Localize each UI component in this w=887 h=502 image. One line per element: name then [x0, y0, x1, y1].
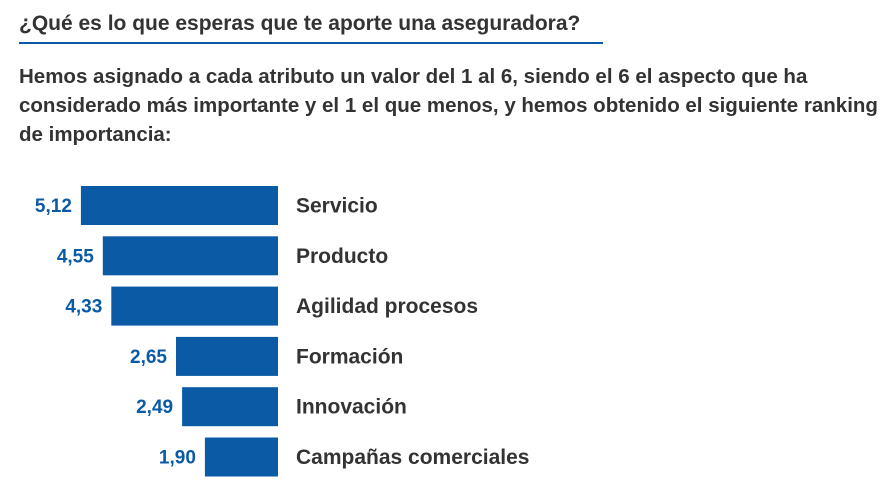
value-label-3: 4,33: [65, 297, 102, 318]
intro-paragraph: Hemos asignado a cada atributo un valor …: [19, 65, 878, 146]
value-label-4: 2,65: [130, 347, 167, 368]
value-label-1: 5,12: [35, 196, 72, 217]
category-label-1: Servicio: [296, 195, 378, 218]
value-label-6: 1,90: [159, 448, 196, 469]
category-label-2: Producto: [296, 245, 388, 268]
bar-6: [204, 437, 278, 477]
page-title: ¿Qué es lo que esperas que te aporte una…: [19, 12, 581, 35]
category-label-6: Campañas comerciales: [296, 446, 529, 469]
bar-5: [182, 387, 278, 427]
bar-1: [80, 186, 279, 225]
category-label-5: Innovación: [296, 396, 407, 419]
value-label-5: 2,49: [136, 397, 173, 418]
bar-2: [102, 236, 278, 276]
value-label-2: 4,55: [57, 246, 94, 267]
title-underline: [19, 42, 603, 44]
bar-4: [176, 336, 278, 376]
category-label-3: Agilidad procesos: [296, 295, 478, 318]
bar-3: [111, 286, 278, 326]
category-label-4: Formación: [296, 345, 403, 368]
